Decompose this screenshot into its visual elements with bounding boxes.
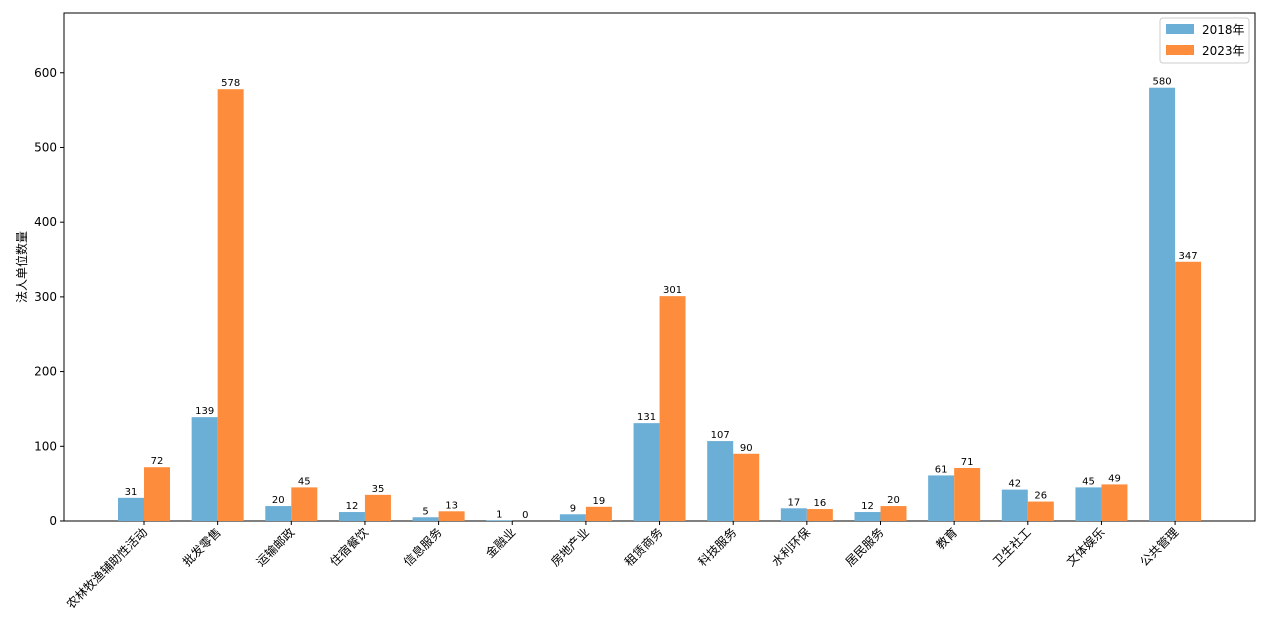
bar-value-label: 9 xyxy=(570,503,576,514)
bars-layer xyxy=(118,87,1202,522)
bar-value-label: 139 xyxy=(195,406,214,417)
legend-label: 2023年 xyxy=(1202,44,1245,58)
bar-2018 xyxy=(486,520,513,521)
bar-2018 xyxy=(633,423,660,521)
bar-2023 xyxy=(1101,484,1128,521)
bar-2018 xyxy=(191,417,218,521)
bar-value-label: 19 xyxy=(593,496,606,507)
bar-value-label: 1 xyxy=(496,509,502,520)
bar-value-label: 12 xyxy=(861,501,874,512)
x-axis: 农林牧渔辅助性活动 批发零售 运输邮政 住宿餐饮 信息服务 金融业 房地产业 租赁商务 科技服务… xyxy=(64,521,1181,611)
bar-value-label: 26 xyxy=(1034,491,1047,502)
bar-2018 xyxy=(854,512,881,521)
x-tick-label: 居民服务 xyxy=(842,525,887,570)
bar-2018 xyxy=(412,517,439,521)
bar-value-label: 301 xyxy=(663,285,682,296)
bar-2018 xyxy=(559,514,586,521)
x-tick-label: 运输邮政 xyxy=(253,525,298,570)
bar-2023 xyxy=(954,467,981,521)
bar-value-label: 35 xyxy=(372,484,385,495)
bar-2018 xyxy=(118,497,144,521)
bar-2023 xyxy=(217,89,244,521)
bar-value-label: 90 xyxy=(740,443,753,454)
x-tick-label: 房地产业 xyxy=(547,525,592,570)
bar-2023 xyxy=(438,511,465,521)
y-axis-title: 法人单位数量 xyxy=(14,231,29,303)
bar-value-label: 45 xyxy=(1082,476,1095,487)
y-tick-label: 0 xyxy=(49,514,57,528)
bar-value-label: 580 xyxy=(1153,77,1172,88)
bar-2023 xyxy=(585,506,612,521)
bar-2018 xyxy=(1149,87,1176,522)
y-tick-label: 200 xyxy=(34,365,57,379)
bar-2018 xyxy=(338,512,365,521)
x-tick-label: 科技服务 xyxy=(695,525,740,570)
y-tick-label: 300 xyxy=(34,290,57,304)
bar-value-label: 347 xyxy=(1179,251,1198,262)
legend-label: 2018年 xyxy=(1202,23,1245,37)
x-tick-label: 水利环保 xyxy=(769,525,813,569)
bar-2023 xyxy=(1175,261,1202,521)
bar-2023 xyxy=(144,467,170,521)
bar-value-label: 578 xyxy=(221,78,240,89)
bar-2023 xyxy=(806,509,833,521)
bar-2018 xyxy=(928,475,955,521)
x-tick-label: 公共管理 xyxy=(1137,525,1182,570)
bar-2023 xyxy=(733,453,760,521)
x-tick-label: 文体娱乐 xyxy=(1063,525,1108,570)
bar-value-label: 49 xyxy=(1108,473,1121,484)
bar-value-label: 107 xyxy=(711,430,730,441)
bar-2018 xyxy=(1001,489,1028,521)
x-tick-label: 金融业 xyxy=(482,525,518,561)
bar-2023 xyxy=(1027,501,1054,521)
legend-swatch xyxy=(1166,24,1194,34)
bar-2018 xyxy=(707,441,734,521)
bar-value-label: 16 xyxy=(813,498,826,509)
x-tick-label: 租赁商务 xyxy=(621,525,666,570)
x-tick-label: 住宿餐饮 xyxy=(327,525,372,570)
bar-2018 xyxy=(265,506,292,521)
bar-value-label: 61 xyxy=(935,464,948,475)
bar-2023 xyxy=(364,494,391,521)
bar-value-label: 20 xyxy=(272,495,285,506)
bar-value-label: 5 xyxy=(422,506,428,517)
y-tick-label: 600 xyxy=(34,66,57,80)
bar-value-label: 71 xyxy=(961,457,974,468)
bar-value-label: 72 xyxy=(151,456,164,467)
y-tick-label: 100 xyxy=(34,439,57,453)
bar-value-label: 42 xyxy=(1008,479,1021,490)
x-tick-label: 信息服务 xyxy=(400,525,445,570)
bar-2018 xyxy=(780,508,807,521)
bar-value-label: 13 xyxy=(445,500,458,511)
legend-swatch xyxy=(1166,45,1194,55)
bar-value-label: 31 xyxy=(125,487,138,498)
bar-value-label: 17 xyxy=(787,497,800,508)
bar-2018 xyxy=(1075,487,1102,521)
bar-2023 xyxy=(291,487,318,521)
bar-value-label: 131 xyxy=(637,412,656,423)
x-tick-label: 卫生社工 xyxy=(989,525,1034,570)
y-tick-label: 500 xyxy=(34,140,57,154)
x-tick-label: 批发零售 xyxy=(179,525,224,570)
bar-value-label: 45 xyxy=(298,476,311,487)
bar-value-label: 12 xyxy=(346,501,359,512)
bar-2023 xyxy=(880,506,907,521)
x-tick-label: 教育 xyxy=(933,525,961,553)
y-tick-label: 400 xyxy=(34,215,57,229)
bar-value-label: 0 xyxy=(522,510,528,521)
x-tick-label: 农林牧渔辅助性活动 xyxy=(64,525,150,611)
y-axis: 0 100 200 300 400 500 600 xyxy=(34,66,64,528)
bar-2023 xyxy=(659,296,686,521)
legend: 2018年 2023年 xyxy=(1159,17,1250,64)
bar-value-label: 20 xyxy=(887,495,900,506)
